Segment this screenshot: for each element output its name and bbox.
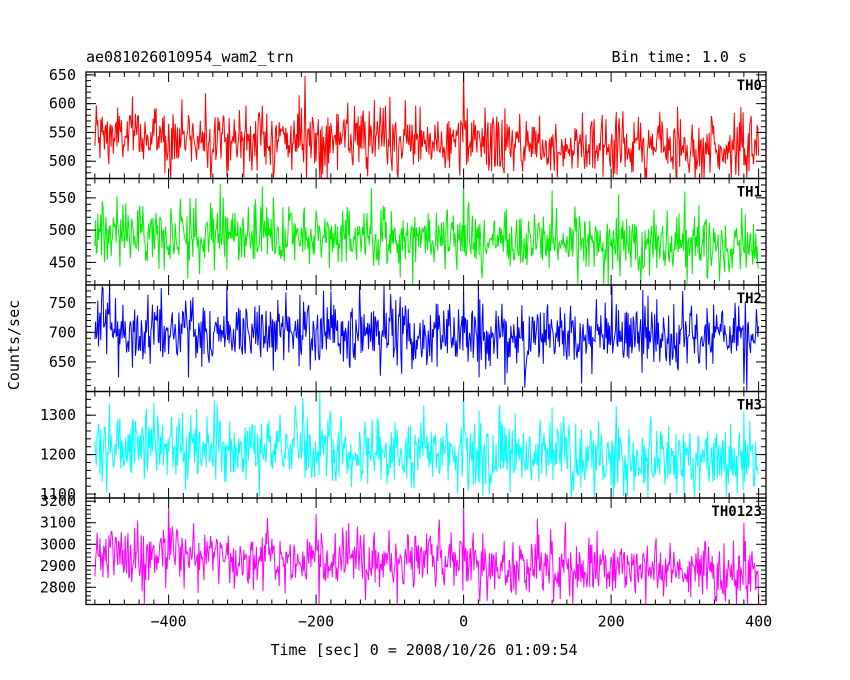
series-th0	[94, 72, 760, 179]
panel-th2: 650 700 750 TH2	[49, 284, 767, 393]
y-tick-label: 550	[49, 123, 76, 141]
y-tick-label: 500	[49, 152, 76, 170]
y-tick-label: 550	[49, 189, 76, 207]
y-tick-label: 450	[49, 253, 76, 271]
y-tick-label: 1200	[40, 446, 76, 464]
y-tick-label: 650	[49, 353, 76, 371]
panel-th1: 450 500 550 TH1	[49, 177, 767, 286]
y-tick-label: 2900	[40, 557, 76, 575]
y-axis-label: Counts/sec	[5, 300, 23, 390]
panel-th3: 1100 1200 1300 TH3	[40, 390, 767, 503]
panel-label: TH0123	[711, 504, 762, 520]
x-tick-label: 400	[745, 613, 772, 631]
y-tick-label: 750	[49, 294, 76, 312]
y-tick-label: 1300	[40, 406, 76, 424]
x-tick-label: 200	[598, 613, 625, 631]
panel-label: TH2	[737, 291, 762, 307]
panel-label: TH3	[737, 398, 762, 414]
y-tick-label: 600	[49, 95, 76, 113]
y-tick-label: 3100	[40, 514, 76, 532]
panel-label: TH1	[737, 185, 762, 201]
bin-time-label: Bin time: 1.0 s	[612, 48, 747, 66]
x-tick-label: 0	[459, 613, 468, 631]
y-tick-label: 3200	[40, 492, 76, 510]
y-tick-label: 700	[49, 323, 76, 341]
panel-th0123: 2800 2900 3000 3100 3200 TH0123	[40, 492, 767, 606]
panels-group: 500 550 600 650 TH0 450 500 550 TH1 650 700 750 TH2 1…	[40, 66, 772, 631]
chart-title: ae081026010954_wam2_trn	[86, 48, 294, 66]
panel-frame	[85, 497, 767, 606]
y-tick-label: 650	[49, 66, 76, 84]
series-th0123	[94, 500, 760, 605]
y-tick-label: 3000	[40, 535, 76, 553]
x-tick-label: −200	[298, 613, 334, 631]
series-th2	[94, 285, 760, 392]
x-tick-label: −400	[151, 613, 187, 631]
y-tick-label: 1100	[40, 485, 76, 503]
panel-th0: 500 550 600 650 TH0	[49, 66, 767, 180]
series-th3	[94, 391, 760, 498]
series-th1	[94, 178, 760, 285]
y-tick-label: 2800	[40, 578, 76, 596]
x-axis-label: Time [sec] 0 = 2008/10/26 01:09:54	[270, 641, 577, 659]
panel-label: TH0	[737, 78, 762, 94]
y-tick-label: 500	[49, 221, 76, 239]
